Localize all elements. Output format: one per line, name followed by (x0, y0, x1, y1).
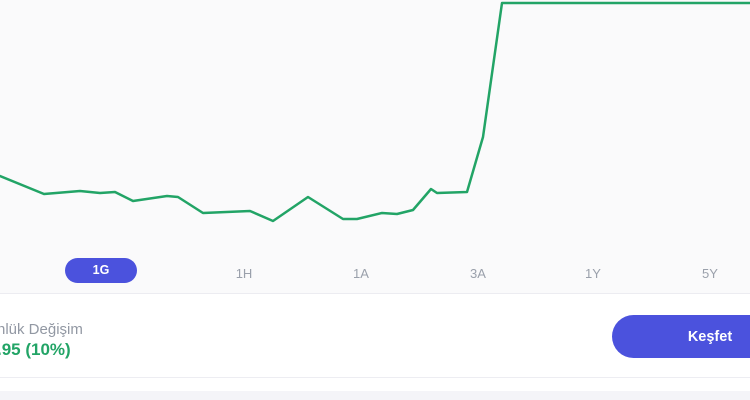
change-summary-section: nlük Değişim .95 (10%) Keşfet (0, 295, 750, 377)
timeframe-1y[interactable]: 1Y (585, 266, 601, 281)
section-divider (0, 377, 750, 378)
timeframe-5y[interactable]: 5Y (702, 266, 718, 281)
timeframe-1a[interactable]: 1A (353, 266, 369, 281)
timeframe-3a[interactable]: 3A (470, 266, 486, 281)
daily-change-label: nlük Değişim (0, 321, 83, 338)
price-chart-section: 1G 1H 1A 3A 1Y 5Y (0, 0, 750, 294)
timeframe-1g[interactable]: 1G (65, 258, 137, 283)
timeframe-1h[interactable]: 1H (235, 266, 253, 281)
price-chart[interactable] (0, 0, 750, 250)
next-section-edge (0, 391, 750, 400)
price-line (0, 1, 750, 223)
explore-button[interactable]: Keşfet (612, 315, 750, 358)
daily-change-value: .95 (10%) (0, 340, 71, 359)
